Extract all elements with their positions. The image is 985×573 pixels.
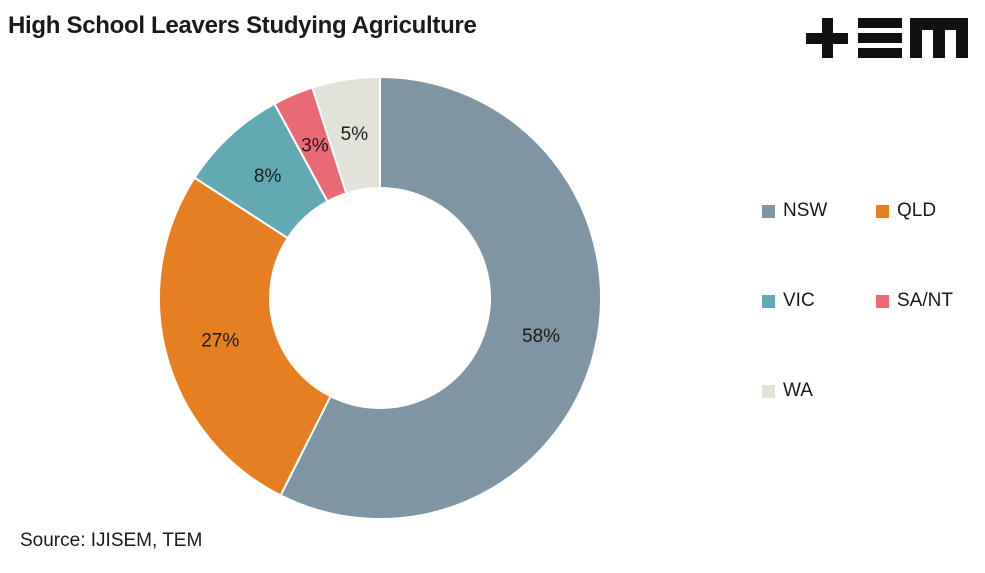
legend-item-sa-nt: SA/NT — [876, 290, 953, 312]
chart-title: High School Leavers Studying Agriculture — [8, 12, 477, 39]
legend-swatch — [762, 294, 775, 308]
data-label-vic: 8% — [254, 166, 282, 187]
slice-nsw — [279, 75, 602, 520]
legend-label: WA — [783, 380, 813, 401]
data-label-qld: 27% — [201, 331, 239, 352]
legend-item-wa: WA — [762, 380, 813, 402]
legend-swatch — [876, 204, 889, 218]
legend-swatch — [876, 294, 889, 308]
legend-label: SA/NT — [897, 290, 953, 311]
legend-label: QLD — [897, 200, 937, 221]
legend-item-nsw: NSW — [762, 200, 827, 222]
tem-logo-icon — [806, 18, 968, 58]
legend-item-qld: QLD — [876, 200, 936, 222]
source-note: Source: IJISEM, TEM — [20, 530, 203, 551]
slice-qld — [158, 176, 332, 497]
data-label-sa-nt: 3% — [301, 135, 329, 156]
data-label-nsw: 58% — [522, 326, 560, 347]
slice-wa — [311, 75, 381, 195]
legend-item-vic: VIC — [762, 290, 815, 312]
legend-label: NSW — [783, 200, 828, 221]
legend-swatch — [762, 384, 775, 398]
data-label-wa: 5% — [341, 124, 369, 145]
legend-swatch — [762, 204, 775, 218]
legend-label: VIC — [783, 290, 815, 311]
